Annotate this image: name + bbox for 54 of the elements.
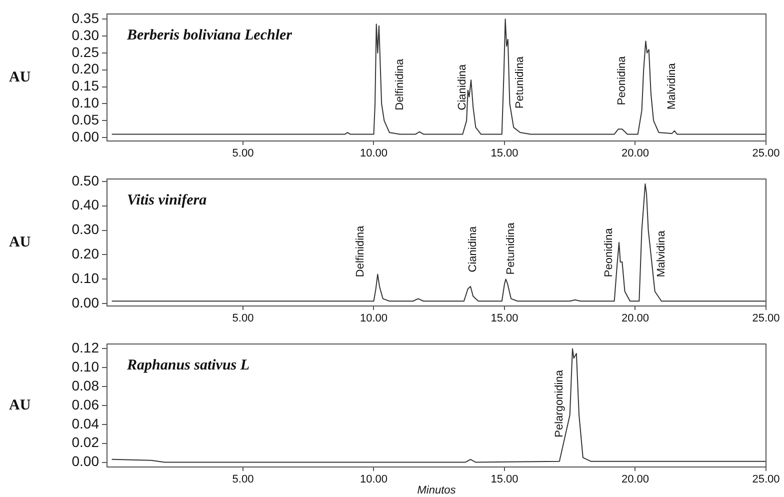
- y-tick-label: 0.02: [72, 434, 100, 450]
- y-tick-label: 0.00: [72, 294, 100, 310]
- annotation: Cianidina: [456, 63, 469, 110]
- x-tick-label: 25.00: [752, 474, 780, 486]
- y-tick-label: 0.50: [72, 172, 100, 188]
- y-tick-label: 0.10: [72, 94, 100, 111]
- y-tick-label: 0.04: [72, 415, 100, 432]
- x-tick-label: 20.00: [621, 148, 650, 160]
- x-tick-label: 20.00: [621, 312, 650, 325]
- x-tick-label: 20.00: [621, 474, 650, 486]
- x-tick-label: 15.00: [490, 148, 518, 160]
- annotation: Malvidina: [655, 230, 668, 278]
- y-tick-label: 0.10: [72, 358, 100, 375]
- y-axis-title: AU: [9, 234, 31, 250]
- x-tick-label: 15.00: [490, 312, 518, 325]
- x-tick-label: 10.00: [360, 148, 388, 160]
- y-tick-label: 0.08: [72, 377, 100, 394]
- y-tick-label: 0.25: [72, 44, 100, 60]
- x-tick-label: 25.00: [752, 312, 780, 325]
- x-axis-title: Minutos: [417, 484, 456, 496]
- annotation: Petunidina: [505, 222, 518, 275]
- y-tick-label: 0.10: [72, 270, 100, 286]
- text: Raphanus sativus L: [126, 357, 250, 374]
- x-tick-label: 25.00: [752, 148, 780, 160]
- y-tick-label: 0.20: [72, 60, 100, 77]
- y-tick-label: 0.00: [72, 453, 100, 470]
- x-tick-label: 10.00: [360, 312, 388, 325]
- y-tick-label: 0.35: [72, 10, 100, 26]
- x-tick-label: 5.00: [232, 474, 254, 486]
- text: Vitis vinifera: [127, 192, 208, 208]
- y-tick-label: 0.05: [72, 112, 100, 128]
- y-tick-label: 0.15: [72, 78, 100, 94]
- annotation: Cianidina: [467, 225, 480, 272]
- y-tick-label: 0.00: [72, 128, 100, 144]
- y-axis-title: AU: [9, 69, 31, 86]
- annotation: Pelargonidina: [553, 369, 566, 438]
- annotation: Petunidina: [514, 56, 526, 109]
- y-tick-label: 0.30: [72, 221, 100, 238]
- y-tick-label: 0.12: [72, 340, 100, 356]
- annotation: Malvidina: [666, 62, 678, 110]
- annotation: Delfinidina: [354, 224, 367, 278]
- y-tick-label: 0.30: [72, 26, 100, 43]
- annotation: Peonidina: [616, 55, 628, 106]
- y-tick-label: 0.40: [72, 196, 100, 213]
- x-tick-label: 10.00: [360, 474, 388, 486]
- y-tick-label: 0.20: [72, 246, 100, 262]
- y-tick-label: 0.06: [72, 396, 100, 412]
- x-tick-label: 5.00: [232, 312, 254, 325]
- x-tick-label: 5.00: [232, 148, 254, 160]
- annotation: Peonidina: [603, 227, 616, 278]
- x-tick-label: 15.00: [490, 474, 518, 486]
- annotation: Delfinidina: [394, 58, 406, 110]
- y-axis-title: AU: [9, 397, 31, 414]
- text: Berberis boliviana Lechler: [126, 27, 292, 44]
